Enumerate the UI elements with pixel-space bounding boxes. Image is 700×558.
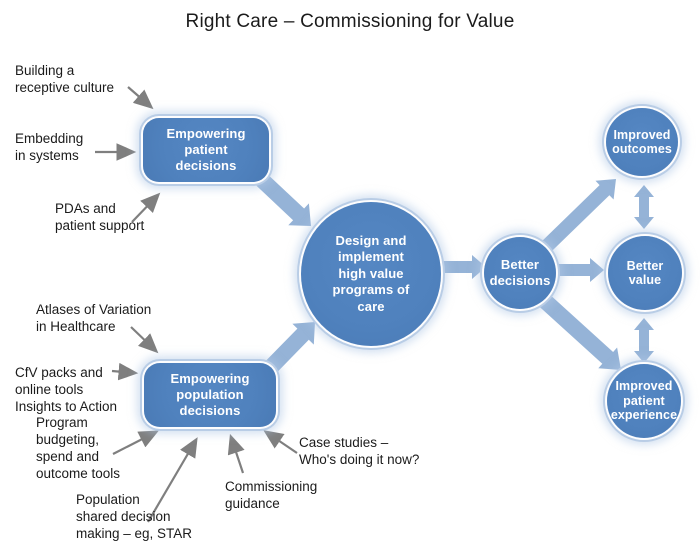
connector-program-to-population [112,430,159,455]
node-better-value: Better value [608,236,682,310]
node-empowering-population-decisions: Empowering population decisions [144,363,276,427]
node-label: Improved outcomes [612,127,672,157]
flow-arrow-population-to-design [266,322,315,372]
flow-arrow-value-experience-double [634,318,654,363]
label-atlases-of-variation: Atlases of Variation in Healthcare [36,302,152,334]
flow-arrow-decisions-to-value [558,258,604,282]
connector-popsdm-to-population [147,437,198,523]
node-better-decisions: Better decisions [484,237,556,309]
node-label: Empowering population decisions [170,371,250,418]
diagram-title: Right Care – Commissioning for Value [185,11,515,32]
connector-building-to-patient [127,86,154,110]
label-pdas-patient-support: PDAs and patient support [55,201,145,233]
node-label: Empowering patient decisions [166,126,246,173]
flow-arrow-decisions-to-outcomes [542,179,616,251]
label-program-budgeting: Program budgeting, spend and outcome too… [36,415,121,481]
node-label: Improved patient experience [610,379,678,423]
node-improved-outcomes: Improved outcomes [606,108,678,176]
flow-arrow-outcomes-value-double [634,185,654,229]
label-commissioning-guidance: Commissioning guidance [225,479,318,511]
connector-casestudies-to-population [263,430,298,454]
connector-pdas-to-patient [131,192,161,223]
flow-arrow-design-to-decisions [443,255,486,279]
label-cfv-packs: CfV packs and online tools Insights to A… [15,365,118,414]
node-design-implement: Design and implement high value programs… [301,202,441,346]
node-improved-patient-experience: Improved patient experience [607,364,681,438]
node-label: Better decisions [489,257,551,288]
connector-cfv-to-population [111,362,139,381]
node-empowering-patient-decisions: Empowering patient decisions [143,118,269,182]
flow-arrow-patient-to-design [256,174,311,226]
node-label: Design and implement high value programs… [332,232,410,314]
node-label: Better value [626,258,664,288]
label-case-studies: Case studies – Who's doing it now? [299,435,420,467]
label-building-receptive-culture: Building a receptive culture [15,63,115,95]
connector-atlases-to-population [130,326,159,354]
label-embedding-in-systems: Embedding in systems [15,131,84,163]
label-population-shared-decision: Population shared decision making – eg, … [76,492,193,541]
flow-arrow-decisions-to-experience [539,295,621,370]
connector-commissioning-to-population [227,433,245,474]
